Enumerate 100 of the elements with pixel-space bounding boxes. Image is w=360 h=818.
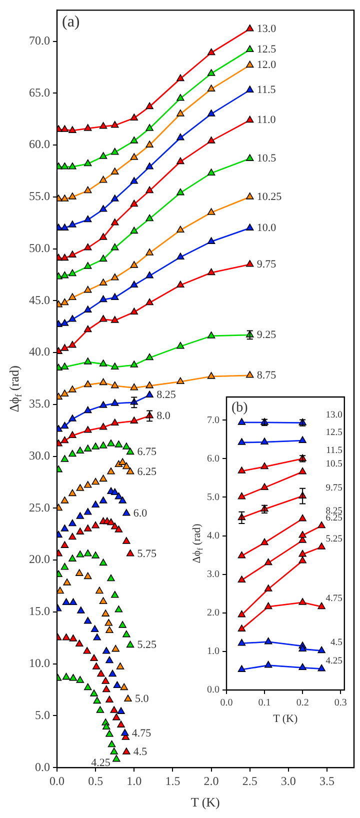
point [107,518,115,526]
y-tick-label: 40.0 [29,344,50,359]
point [146,162,154,170]
point [69,674,78,681]
point [84,426,92,433]
point [62,634,70,640]
point [110,590,119,598]
text: 12.5 [326,428,343,438]
y-tick-label: 45.0 [29,292,50,307]
point [207,237,216,244]
point [60,271,69,278]
series-label: 4.25 [91,757,111,770]
point [110,120,119,128]
x-tick-label: 0.0 [220,698,233,709]
point [264,660,272,668]
point [122,509,130,516]
x-tick-label: 0.3 [334,698,347,709]
point [298,514,306,522]
point [60,298,69,306]
point [246,116,254,123]
point [76,640,84,647]
y-tick-label: 10.0 [29,656,50,670]
point [110,748,118,754]
point [298,467,306,474]
point [146,214,154,222]
point [110,381,119,388]
point [84,616,92,624]
point [84,508,92,515]
annotation: (b) [232,400,248,416]
point [207,136,216,144]
point [238,551,246,558]
point [68,431,76,438]
point [84,286,92,293]
series-label: 8.25 [156,389,176,402]
point [246,60,254,68]
series-label: 10.25 [256,190,282,203]
point [99,401,108,408]
point [207,208,216,215]
point [238,610,246,618]
point [146,124,154,131]
point [146,390,154,398]
text: 9.75 [326,484,343,494]
y-tick-label: 50.0 [29,240,50,255]
y-tick-label: 35.0 [29,396,50,411]
series-label: 8.0 [156,410,171,422]
point [122,748,130,754]
point [60,254,69,261]
point [120,683,128,690]
point [298,436,306,443]
point [99,442,108,448]
point [110,418,119,426]
point [68,489,76,496]
series-label: 4.25 [326,656,343,666]
x-axis-title: T (K) [273,712,298,725]
point [102,677,110,684]
point [146,353,154,360]
point [107,574,115,582]
point [108,740,116,748]
series-label: 5.0 [134,693,150,706]
point [60,541,69,548]
point [99,152,108,159]
series-label: 12.0 [256,59,277,72]
point [318,602,326,610]
point [76,676,84,683]
point [246,24,254,32]
point [60,362,69,370]
x-tick-label: 1.5 [165,774,180,788]
x-tick-label: 0.5 [88,774,104,788]
point [83,646,91,654]
point [318,646,326,654]
point [68,220,76,228]
point [107,468,115,474]
point [246,154,254,161]
y-tick-label: 30.0 [29,448,50,462]
point [97,670,105,677]
y-tick-label: 55.0 [29,189,50,204]
point [121,728,129,736]
series-label: 9.75 [256,258,277,270]
point [107,439,115,446]
point [76,484,84,491]
point [60,436,69,444]
point [146,140,154,148]
x-tick-label: 0.0 [50,774,64,788]
point [84,549,92,556]
x-tick-label: 0.2 [296,698,309,709]
point [130,200,138,207]
point [112,713,120,720]
point [146,298,154,306]
point [110,399,119,406]
point [60,162,69,170]
point [93,696,101,704]
point [76,569,84,576]
point [126,549,134,556]
point [77,606,85,614]
point [246,45,254,52]
point [260,462,268,470]
point [90,654,98,662]
point [176,280,184,288]
point [96,706,104,713]
point [92,442,100,450]
